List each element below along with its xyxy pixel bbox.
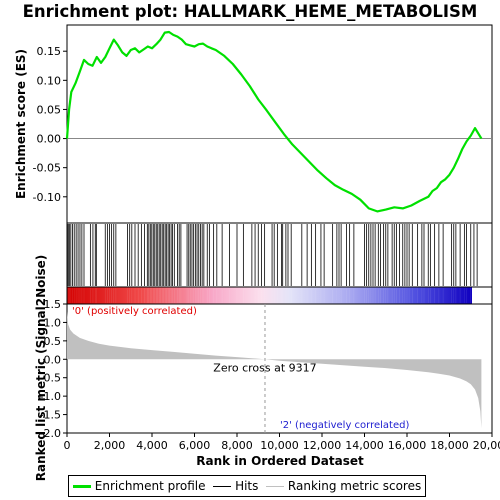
x-tick-label: 6,000 <box>179 439 211 452</box>
ranking-color-bar-marks <box>67 288 478 303</box>
positive-correlation-label: '0' (positively correlated) <box>72 306 197 317</box>
es-y-ticks: 0.15 0.10 0.05 0.00 -0.05 -0.10 <box>33 45 67 204</box>
x-tick-label: 20,000 <box>473 439 500 452</box>
legend-label: Ranking metric scores <box>287 479 422 493</box>
ranked-y-tick-label: -0.5 <box>40 372 61 385</box>
es-y-tick-label: -0.10 <box>33 191 61 204</box>
ranking-color-bar <box>67 287 472 304</box>
x-tick-label: 0 <box>64 439 71 452</box>
chart-title: Enrichment plot: HALLMARK_HEME_METABOLIS… <box>23 2 478 21</box>
ranked-y-tick-label: -1.5 <box>40 409 61 422</box>
ranked-y-tick-label: 1.5 <box>44 298 62 311</box>
x-tick-label: 8,000 <box>221 439 253 452</box>
legend-swatch-ranking <box>265 485 284 487</box>
legend-label: Enrichment profile <box>94 479 206 493</box>
legend-item-ranking-metric: Ranking metric scores <box>265 479 422 493</box>
ranked-y-ticks: 1.5 1.0 0.5 0.0 -0.5 -1.0 -1.5 -2.0 <box>40 298 67 440</box>
es-y-tick-label: 0.05 <box>37 103 62 116</box>
ranked-y-tick-label: -1.0 <box>40 390 61 403</box>
hit-markers <box>67 224 478 286</box>
x-axis-label: Rank in Ordered Dataset <box>196 454 364 468</box>
ranked-y-tick-label: -2.0 <box>40 427 61 440</box>
x-tick-label: 10,000 <box>260 439 299 452</box>
chart-legend: Enrichment profile Hits Ranking metric s… <box>68 475 426 497</box>
x-axis-ticks: 0 2,000 4,000 6,000 8,000 10,000 12,000 14,000 1… <box>64 433 500 452</box>
ranked-y-tick-label: 0.0 <box>44 353 62 366</box>
legend-swatch-enrichment <box>72 484 91 488</box>
ranked-y-tick-label: 1.0 <box>44 316 62 329</box>
x-tick-label: 14,000 <box>345 439 384 452</box>
x-tick-label: 16,000 <box>388 439 427 452</box>
es-y-tick-label: -0.05 <box>33 162 61 175</box>
x-tick-label: 2,000 <box>94 439 126 452</box>
ranked-y-axis-label: Ranked list metric (Signal2Noise) <box>34 255 48 482</box>
legend-item-hits: Hits <box>213 479 258 493</box>
es-y-tick-label: 0.00 <box>37 133 62 146</box>
es-panel-frame <box>66 24 493 224</box>
x-tick-label: 18,000 <box>430 439 469 452</box>
legend-swatch-hits <box>213 485 232 487</box>
zero-cross-label: Zero cross at 9317 <box>213 361 316 374</box>
es-y-tick-label: 0.15 <box>37 45 62 58</box>
es-y-tick-label: 0.10 <box>37 74 62 87</box>
legend-item-enrichment-profile: Enrichment profile <box>72 479 206 493</box>
enrichment-profile-line <box>65 30 483 213</box>
ranked-y-tick-label: 0.5 <box>44 335 62 348</box>
x-tick-label: 4,000 <box>136 439 168 452</box>
negative-correlation-label: '2' (negatively correlated) <box>280 420 409 431</box>
legend-label: Hits <box>235 479 259 493</box>
x-tick-label: 12,000 <box>303 439 342 452</box>
es-y-axis-label: Enrichment score (ES) <box>14 49 28 199</box>
